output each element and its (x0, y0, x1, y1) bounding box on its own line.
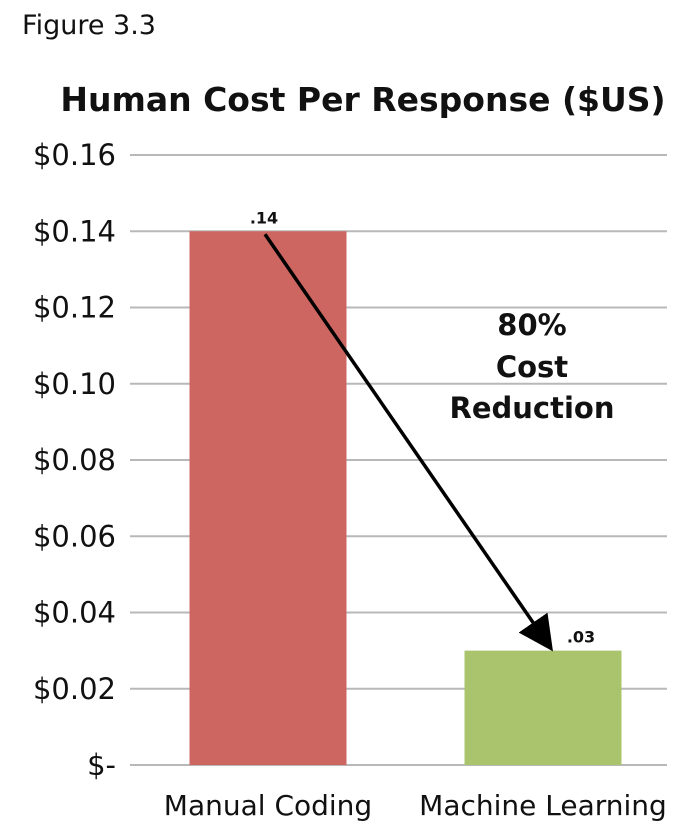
y-tick-label: $0.14 (33, 214, 116, 248)
annotation: 80% Cost Reduction (263, 233, 615, 652)
y-tick-label: $0.10 (33, 367, 116, 401)
bar-machine-learning (464, 650, 622, 765)
category-label: Machine Learning (419, 789, 667, 822)
y-tick-label: $0.08 (33, 443, 116, 477)
data-label: .03 (567, 628, 595, 647)
figure-label: Figure 3.3 (22, 10, 156, 41)
bars (189, 231, 622, 765)
y-tick-label: $0.04 (33, 596, 116, 630)
category-label: Manual Coding (164, 789, 372, 822)
annotation-text: Cost (496, 350, 568, 384)
chart-title: Human Cost Per Response ($US) (60, 80, 666, 119)
y-tick-label: $0.02 (33, 672, 116, 706)
data-labels: .14 .03 (250, 208, 595, 646)
y-tick-label: $0.16 (33, 138, 116, 172)
reduction-arrow (263, 233, 553, 652)
category-labels: Manual Coding Machine Learning (164, 789, 667, 822)
y-tick-label: $- (87, 748, 116, 782)
y-tick-label: $0.12 (33, 291, 116, 325)
y-tick-label: $0.06 (33, 519, 116, 553)
bar-manual-coding (189, 231, 347, 765)
data-label: .14 (250, 208, 278, 227)
annotation-text: Reduction (450, 391, 615, 425)
annotation-text: 80% (497, 308, 566, 342)
y-axis-ticks: $- $0.02 $0.04 $0.06 $0.08 $0.10 $0.12 $0.14 $0.… (33, 138, 116, 782)
